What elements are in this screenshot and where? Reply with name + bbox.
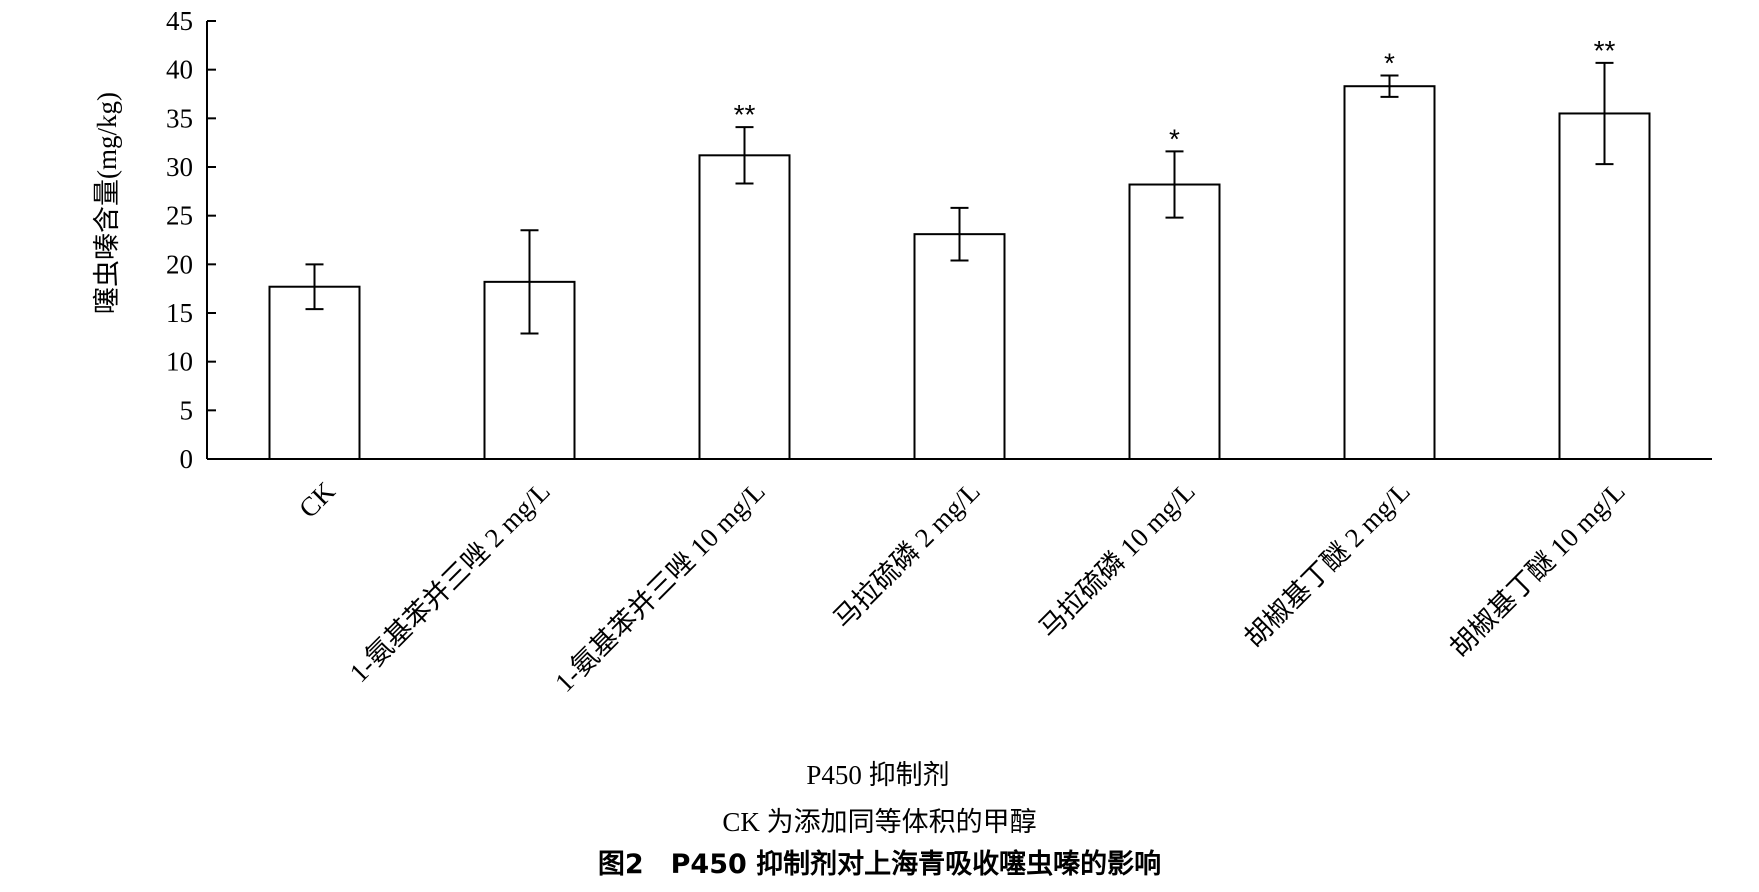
category-label: 1-氨基苯并三唑 10 mg/L (549, 476, 771, 698)
category-label: CK (293, 476, 341, 524)
y-tick-label: 45 (166, 6, 193, 36)
significance-labels: **** ** (734, 35, 1616, 155)
y-tick-label: 15 (166, 298, 193, 328)
figure-caption: 图2 P450 抑制剂对上海青吸收噻虫嗪的影响 (597, 849, 1162, 880)
bars (268, 85, 1651, 461)
y-tick-label: 0 (180, 444, 194, 474)
bar (268, 285, 361, 460)
bar (1558, 112, 1651, 460)
y-tick-label: 20 (166, 249, 193, 279)
category-label: 胡椒基丁醚 2 mg/L (1239, 476, 1416, 653)
y-tick-label: 35 (166, 103, 193, 133)
category-labels: CK 1-氨基苯并三唑 2 mg/L1-氨基苯并三唑 10 mg/L 马拉硫磷 2 … (293, 476, 1631, 698)
y-axis: 0 5 10 15 20 25 30 35 40 45 (166, 6, 216, 474)
category-label: 马拉硫磷 2 mg/L (828, 476, 986, 634)
significance-label: ** (734, 99, 756, 130)
category-label: 马拉硫磷 10 mg/L (1033, 476, 1201, 644)
bar (913, 233, 1006, 460)
y-tick-label: 10 (166, 347, 193, 377)
bar (698, 154, 791, 460)
error-bars (305, 61, 1614, 335)
category-label: 胡椒基丁醚 10 mg/L (1444, 476, 1631, 663)
y-tick-label: 30 (166, 152, 193, 182)
figure-note: CK 为添加同等体积的甲醇 (722, 807, 1037, 837)
bar (1128, 183, 1221, 461)
category-label: 1-氨基苯并三唑 2 mg/L (344, 476, 556, 688)
significance-label: * (1384, 48, 1395, 79)
significance-label: * (1169, 123, 1180, 154)
y-tick-label: 5 (180, 395, 194, 425)
y-tick-label: 40 (166, 55, 193, 85)
y-tick-label: 25 (166, 201, 193, 231)
x-axis-title: P450 抑制剂 (806, 760, 949, 790)
bar (1343, 85, 1436, 460)
y-axis-title: 噻虫嗪含量(mg/kg) (92, 92, 122, 314)
significance-label: ** (1594, 35, 1616, 66)
